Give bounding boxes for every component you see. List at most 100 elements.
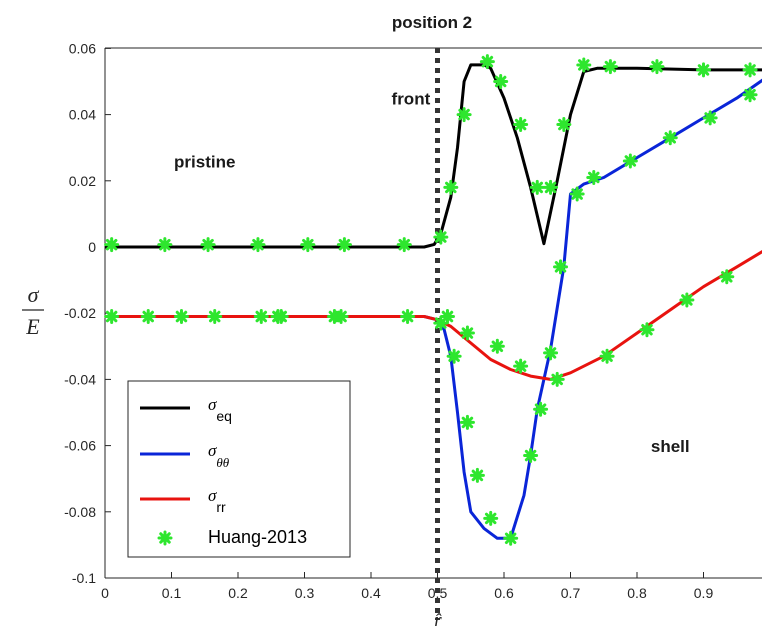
data-point-huang: [489, 338, 505, 354]
y-tick-label: -0.02: [64, 305, 96, 321]
data-point-huang-arm: [338, 238, 351, 251]
data-point-huang: [400, 309, 416, 325]
data-point-huang-arm: [554, 261, 567, 273]
legend-label-rr: σrr: [208, 486, 226, 515]
data-point-huang-arm: [441, 310, 454, 323]
data-point-huang: [549, 371, 565, 387]
x-tick-label: 0.6: [494, 585, 514, 601]
data-point-huang-arm: [524, 449, 537, 462]
data-point-huang-arm: [202, 238, 214, 251]
data-point-huang: [173, 309, 189, 325]
data-point-huang-arm: [641, 324, 653, 336]
data-point-huang-arm: [588, 171, 600, 184]
legend-label-eq: σeq: [208, 395, 232, 424]
data-point-huang-arm: [571, 188, 583, 200]
y-tick-label: 0.06: [69, 40, 96, 56]
data-point-huang-arm: [461, 416, 474, 429]
x-tick-label: 0.7: [561, 585, 581, 601]
legend-swatch-huang: [157, 530, 173, 546]
data-point-huang-arm: [531, 181, 543, 194]
data-point-huang: [439, 309, 455, 325]
data-point-huang-arm: [551, 373, 563, 386]
data-point-huang: [569, 186, 585, 202]
data-point-huang-arm: [491, 340, 504, 353]
data-point-huang-arm: [484, 512, 497, 525]
data-point-huang-arm: [514, 118, 527, 131]
y-axis-label-denominator: E: [25, 314, 40, 339]
data-point-huang-arm: [481, 55, 494, 68]
data-point-huang: [742, 62, 758, 78]
data-point-huang: [336, 237, 352, 253]
data-point-huang-arm: [504, 532, 517, 545]
data-point-huang-arm: [744, 64, 756, 76]
data-point-huang: [104, 309, 120, 325]
points-layer: [104, 54, 758, 546]
data-point-huang: [433, 229, 449, 245]
data-point-huang: [543, 345, 559, 361]
data-point-huang: [649, 59, 665, 75]
data-point-huang: [207, 309, 223, 325]
data-point-huang: [333, 309, 349, 325]
data-point-huang: [533, 401, 549, 417]
data-point-huang: [602, 59, 618, 75]
data-point-huang: [529, 179, 545, 195]
data-point-huang: [396, 237, 412, 253]
data-point-huang: [300, 237, 316, 253]
data-point-huang-arm: [398, 238, 410, 251]
x-tick-label: 0.8: [627, 585, 647, 601]
series-line-2: [105, 250, 762, 381]
y-tick-label: 0.02: [69, 173, 96, 189]
legend-marker-huang-arm: [159, 532, 171, 544]
data-point-huang-arm: [721, 271, 733, 283]
data-point-huang: [250, 237, 266, 253]
data-point-huang-arm: [105, 310, 118, 323]
data-point-huang-arm: [704, 112, 716, 124]
data-point-huang: [459, 325, 475, 341]
data-point-huang: [157, 237, 173, 253]
data-point-huang-arm: [252, 238, 264, 251]
data-point-huang: [599, 348, 615, 364]
data-point-huang-arm: [558, 118, 570, 131]
data-point-huang-arm: [302, 238, 314, 251]
data-point-huang-arm: [534, 403, 547, 415]
y-tick-label: 0: [88, 239, 96, 255]
data-point-huang: [459, 414, 475, 430]
data-point-huang-arm: [697, 64, 710, 76]
data-point-huang-arm: [159, 238, 171, 251]
legend-label-rr-base: σ: [208, 486, 217, 505]
chart-title: position 2: [392, 13, 472, 32]
x-tick-label: 0: [101, 585, 109, 601]
legend-marker-huang: [157, 530, 173, 546]
legend-label-theta-sub: θθ: [216, 455, 229, 470]
data-point-huang-arm: [578, 59, 590, 71]
data-point-huang: [622, 153, 638, 169]
data-point-huang-arm: [544, 347, 557, 359]
data-point-huang: [576, 57, 592, 73]
x-tick-label: 0.4: [361, 585, 381, 601]
data-point-huang-arm: [471, 469, 484, 482]
data-point-huang: [456, 107, 472, 123]
ticks-layer: 00.10.20.30.40.50.60.70.80.90.060.040.02…: [64, 40, 713, 601]
data-point-huang-arm: [401, 310, 414, 323]
legend: σeq σθθ σrr Huang-2013: [127, 380, 351, 558]
data-point-huang-arm: [255, 310, 268, 323]
series-line-0: [105, 63, 762, 249]
y-tick-label: -0.04: [64, 371, 96, 387]
legend-label-theta-base: σ: [208, 441, 217, 460]
annotations-layer: front pristine shell: [174, 90, 690, 457]
data-point-huang: [104, 237, 120, 253]
data-point-huang: [446, 348, 462, 364]
data-point-huang-arm: [175, 310, 188, 323]
data-point-huang: [719, 269, 735, 285]
data-point-huang: [543, 179, 559, 195]
x-tick-label: 0.9: [694, 585, 714, 601]
data-point-huang: [702, 110, 718, 126]
data-point-huang-arm: [494, 75, 507, 88]
data-point-huang: [696, 62, 711, 78]
y-axis-label-numerator: σ: [28, 282, 40, 307]
data-point-huang: [513, 117, 529, 133]
data-point-huang-arm: [651, 60, 663, 73]
data-point-huang: [483, 510, 499, 526]
x-axis-label: r̂: [434, 610, 442, 631]
